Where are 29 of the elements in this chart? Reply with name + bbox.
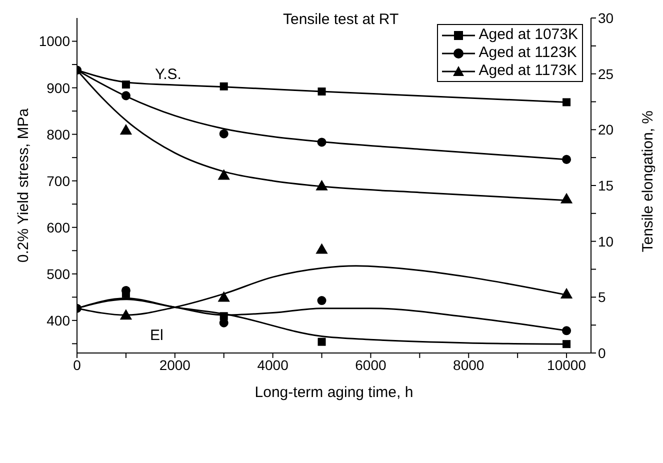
y2-tick-label: 20 (598, 122, 614, 138)
y2-tick-label: 0 (598, 344, 606, 361)
legend-label: Aged at 1123K (478, 44, 578, 62)
x-tick-label: 6000 (355, 356, 386, 373)
y2-tick-label: 15 (598, 177, 614, 194)
y2-tick-label: 30 (598, 10, 614, 26)
x-tick-label: 4000 (257, 356, 289, 373)
legend-label: Aged at 1073K (478, 26, 578, 44)
annotation: El (150, 327, 164, 344)
legend-label: Aged at 1173K (478, 62, 578, 80)
y2-axis-title: Tensile elongation, % (639, 110, 656, 252)
y2-tick-label: 5 (598, 289, 606, 306)
y-tick-label: 700 (46, 172, 70, 189)
annotation: Y.S. (155, 66, 182, 83)
x-tick-label: 10000 (547, 356, 586, 373)
y-tick-label: 500 (46, 266, 70, 282)
x-tick-label: 2000 (159, 356, 191, 373)
y-tick-label: 600 (46, 219, 70, 236)
y2-tick-label: 10 (598, 233, 614, 250)
y-tick-label: 900 (46, 80, 70, 96)
y2-tick-label: 25 (598, 66, 614, 82)
y-tick-label: 1000 (38, 33, 70, 50)
x-tick-label: 8000 (453, 356, 484, 373)
y-axis-title: 0.2% Yield stress, MPa (15, 108, 32, 263)
x-axis-title: Long-term aging time, h (254, 384, 414, 401)
y-tick-label: 800 (46, 126, 70, 142)
y-tick-label: 400 (46, 312, 70, 328)
annotation: Tensile test at RT (283, 11, 399, 28)
x-tick-label: 0 (73, 356, 82, 373)
